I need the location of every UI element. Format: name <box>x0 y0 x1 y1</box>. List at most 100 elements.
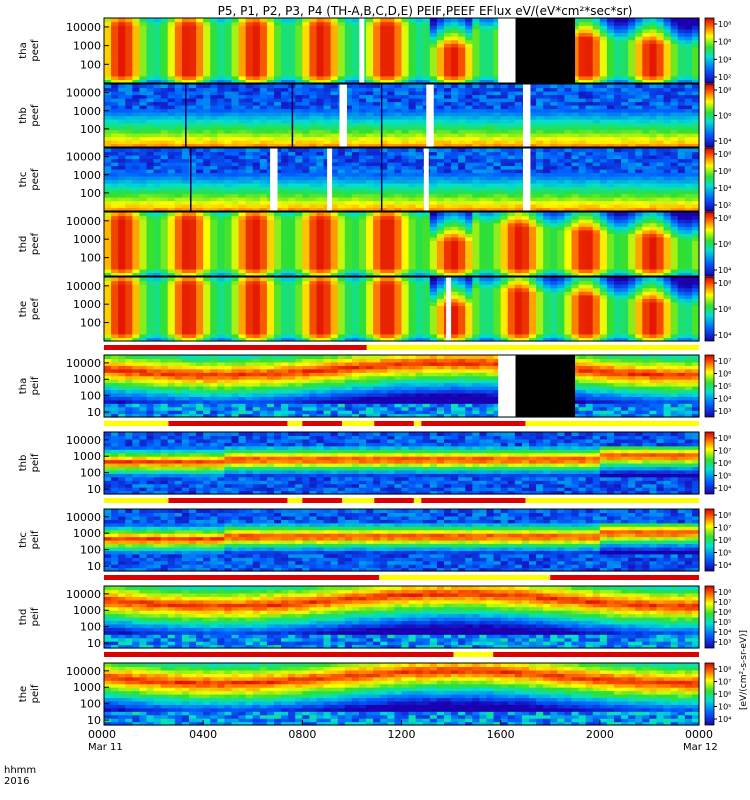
heatmap-cell <box>359 91 367 96</box>
heatmap-cell <box>259 151 268 156</box>
heatmap-cell <box>196 115 204 120</box>
heatmap-cell <box>493 18 502 23</box>
heatmap-cell <box>649 50 658 55</box>
heatmap-cell <box>599 54 608 59</box>
heatmap-cell <box>125 200 133 205</box>
heatmap-cell <box>635 79 643 84</box>
heatmap-cell <box>167 94 176 99</box>
heatmap-cell <box>451 84 459 89</box>
heatmap-cell <box>330 136 339 141</box>
heatmap-cell <box>125 148 133 153</box>
heatmap-cell <box>387 98 396 103</box>
heatmap-cell <box>274 91 282 96</box>
heatmap-cell <box>139 140 148 145</box>
heatmap-cell <box>167 207 176 212</box>
heatmap-cell <box>578 197 587 202</box>
heatmap-cell <box>196 258 204 263</box>
heatmap-cell <box>153 68 162 73</box>
heatmap-cell <box>628 176 636 181</box>
heatmap-cell <box>174 165 183 170</box>
heatmap-cell <box>663 68 672 73</box>
heatmap-cell <box>132 158 141 163</box>
heatmap-cell <box>507 101 516 106</box>
heatmap-cell <box>472 75 481 80</box>
heatmap-cell <box>599 148 608 153</box>
heatmap-cell <box>507 169 516 174</box>
heatmap-cell <box>493 186 502 191</box>
heatmap-cell <box>401 122 410 127</box>
heatmap-cell <box>465 108 473 113</box>
heatmap-cell <box>380 119 388 124</box>
heatmap-cell <box>529 169 537 174</box>
heatmap-cell <box>557 87 566 92</box>
heatmap-cell <box>203 25 211 30</box>
heatmap-cell <box>557 162 566 167</box>
heatmap-cell <box>415 179 424 184</box>
heatmap-cell <box>614 183 622 188</box>
heatmap-cell <box>571 179 580 184</box>
heatmap-cell <box>281 28 289 34</box>
heatmap-cell <box>104 169 112 174</box>
heatmap-cell <box>217 72 226 77</box>
heatmap-cell <box>366 39 374 44</box>
heatmap-cell <box>203 115 211 120</box>
heatmap-cell <box>160 115 169 120</box>
heatmap-cell <box>543 204 551 209</box>
heatmap-cell <box>316 46 325 52</box>
heatmap-cell <box>196 136 204 141</box>
panel-label-probe: thb <box>18 107 29 124</box>
heatmap-cell <box>359 186 367 191</box>
heatmap-cell <box>189 140 197 145</box>
heatmap-cell <box>210 200 218 205</box>
heatmap-cell <box>351 148 360 153</box>
heatmap-cell <box>486 32 495 37</box>
heatmap-cell <box>585 193 594 198</box>
heatmap-cell <box>571 197 580 202</box>
heatmap-cell <box>408 36 417 41</box>
heatmap-cell <box>677 43 686 48</box>
heatmap-cell <box>585 64 594 70</box>
heatmap-cell <box>670 172 679 177</box>
heatmap-cell <box>529 129 537 134</box>
heatmap-cell <box>238 39 247 44</box>
heatmap-cell <box>649 28 658 34</box>
heatmap-cell <box>139 129 148 134</box>
heatmap-cell <box>536 155 544 160</box>
heatmap-cell <box>132 165 141 170</box>
heatmap-cell <box>231 25 240 30</box>
heatmap-cell <box>585 61 594 66</box>
heatmap-cell <box>436 21 445 26</box>
heatmap-cell <box>387 91 396 96</box>
heatmap-cell <box>337 183 346 188</box>
heatmap-cell <box>231 183 240 188</box>
heatmap-cell <box>132 155 141 160</box>
heatmap-cell <box>642 148 651 153</box>
heatmap-cell <box>436 136 445 141</box>
heatmap-cell <box>529 183 537 188</box>
heatmap-cell <box>189 57 197 62</box>
heatmap-cell <box>111 186 119 191</box>
heatmap-cell <box>174 25 183 30</box>
heatmap-cell <box>323 43 332 48</box>
heatmap-cell <box>628 28 636 34</box>
heatmap-cell <box>167 179 176 184</box>
heatmap-cell <box>557 200 566 205</box>
heatmap-cell <box>160 155 169 160</box>
heatmap-cell <box>217 204 226 209</box>
heatmap-cell <box>344 98 353 103</box>
heatmap-cell <box>479 119 488 124</box>
heatmap-cell <box>203 75 211 80</box>
heatmap-cell <box>380 61 388 66</box>
heatmap-cell <box>252 72 261 77</box>
heatmap-cell <box>181 236 190 242</box>
heatmap-cell <box>139 108 148 113</box>
heatmap-cell <box>302 18 311 23</box>
heatmap-cell <box>458 84 466 89</box>
heatmap-cell <box>288 39 296 44</box>
heatmap-cell <box>642 151 651 156</box>
heatmap-cell <box>642 172 651 177</box>
heatmap-cell <box>507 140 516 145</box>
heatmap-cell <box>677 204 686 209</box>
heatmap-cell <box>153 219 162 224</box>
